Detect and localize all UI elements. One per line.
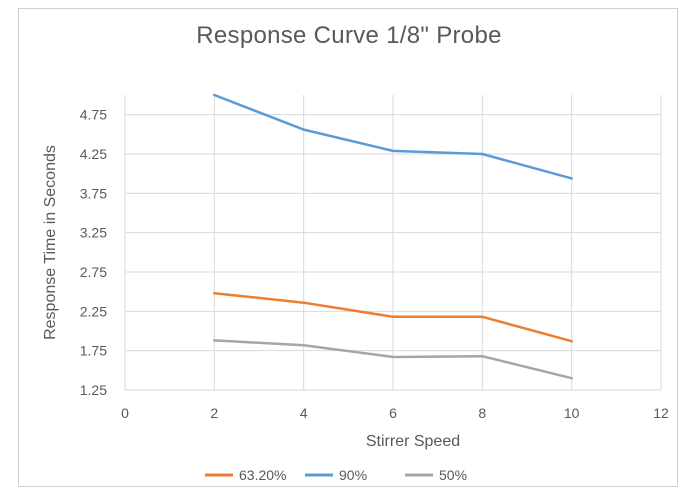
- y-tick-labels: 1.25 1.75 2.25 2.75 3.25 3.75 4.25 4.75: [80, 107, 107, 398]
- x-tick-label: 6: [389, 405, 397, 421]
- x-tick-label: 10: [564, 405, 580, 421]
- y-tick-label: 2.25: [80, 303, 107, 319]
- x-tick-label: 0: [121, 405, 129, 421]
- y-tick-label: 2.75: [80, 264, 107, 280]
- y-tick-label: 3.25: [80, 225, 107, 241]
- x-tick-label: 2: [210, 405, 218, 421]
- y-tick-label: 1.75: [80, 343, 107, 359]
- y-tick-label: 3.75: [80, 185, 107, 201]
- legend-label: 63.20%: [239, 467, 286, 483]
- legend-label: 90%: [339, 467, 367, 483]
- x-tick-label: 4: [300, 405, 308, 421]
- legend-label: 50%: [439, 467, 467, 483]
- legend: 63.20% 90% 50%: [205, 467, 467, 483]
- y-tick-label: 1.25: [80, 382, 107, 398]
- series-lines: [213, 93, 573, 380]
- y-tick-label: 4.75: [80, 107, 107, 123]
- series-line-63-20-: [213, 291, 573, 343]
- chart-title: Response Curve 1/8" Probe: [196, 22, 502, 49]
- y-tick-label: 4.25: [80, 146, 107, 162]
- y-axis-title: Response Time in Seconds: [42, 145, 59, 340]
- series-line-90-: [213, 93, 573, 180]
- chart-frame: [18, 8, 678, 487]
- grid-lines: [124, 95, 662, 391]
- x-tick-label: 8: [478, 405, 486, 421]
- x-axis-title: Stirrer Speed: [366, 433, 460, 450]
- x-tick-label: 12: [653, 405, 669, 421]
- series-line-50-: [213, 339, 573, 380]
- x-tick-labels: 0 2 4 6 8 10 12: [121, 405, 669, 421]
